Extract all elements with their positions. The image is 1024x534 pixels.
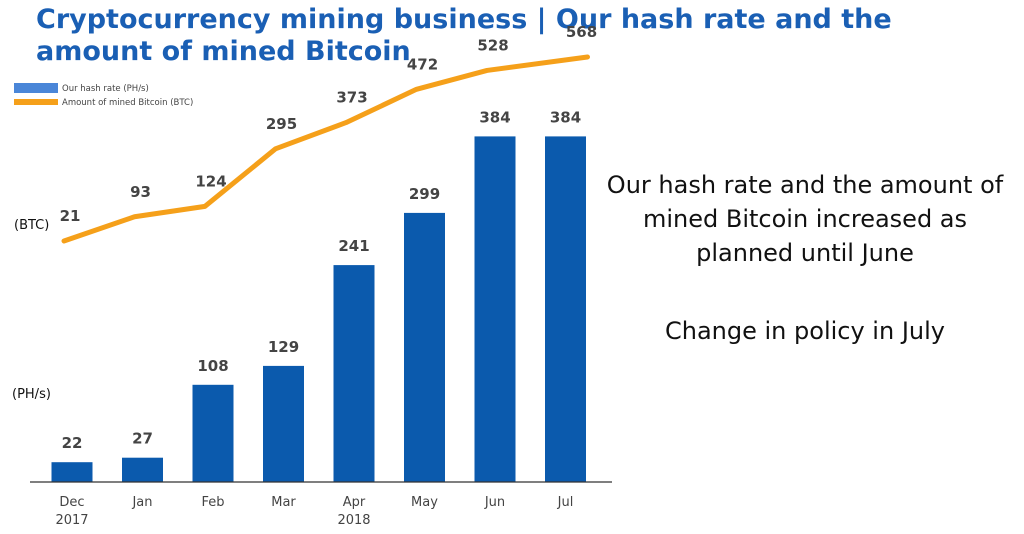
x-tick-year-label: 2018 (337, 513, 370, 528)
phs-axis-unit-label: (PH/s) (12, 387, 51, 402)
hash-rate-bar (192, 384, 234, 482)
hash-rate-data-label: 384 (479, 108, 510, 126)
x-tick-year-label: 2017 (55, 513, 88, 528)
hash-rate-data-label: 384 (550, 108, 581, 126)
hash-rate-data-label: 22 (62, 434, 83, 452)
mined-bitcoin-line (61, 54, 590, 244)
hash-rate-bar (51, 462, 93, 482)
summary-text: Our hash rate and the amount of mined Bi… (606, 171, 1004, 267)
mined-bitcoin-data-label: 373 (336, 89, 367, 107)
btc-axis-unit-label: (BTC) (14, 218, 50, 233)
hash-rate-bar (122, 457, 163, 482)
x-tick-label: Apr (343, 495, 366, 510)
mined-bitcoin-data-label: 528 (477, 36, 508, 54)
mined-bitcoin-data-label: 472 (407, 55, 438, 73)
hash-rate-data-label: 129 (268, 338, 299, 356)
mined-bitcoin-data-label: 568 (566, 23, 597, 41)
x-tick-label: Jul (557, 495, 574, 510)
x-tick-label: Jan (131, 495, 152, 510)
mined-bitcoin-data-label: 124 (195, 172, 226, 190)
policy-change-text: Change in policy in July (665, 317, 945, 345)
x-tick-label: May (411, 495, 438, 510)
x-tick-label: Mar (271, 495, 296, 510)
slide-title: Cryptocurrency mining business | Our has… (36, 4, 892, 67)
legend-bar-swatch (14, 83, 58, 93)
legend-bar-label: Our hash rate (PH/s) (62, 84, 149, 94)
hash-rate-bar (404, 212, 445, 482)
hash-rate-data-label: 108 (197, 357, 228, 375)
legend-line-label: Amount of mined Bitcoin (BTC) (62, 98, 193, 108)
combo-chart: 22 27 108 129 241 299 384 384 Dec 2017 Jan Feb Mar Ap… (14, 23, 612, 528)
x-tick-label: Dec (59, 495, 84, 510)
hash-rate-data-label: 27 (132, 430, 153, 448)
legend-line-swatch (14, 99, 58, 105)
hash-rate-bar (263, 365, 304, 482)
mined-bitcoin-data-label: 21 (60, 207, 81, 225)
mined-bitcoin-data-label: 295 (266, 115, 297, 133)
hash-rate-bar (545, 136, 586, 482)
hash-rate-data-label: 299 (409, 185, 440, 203)
hash-rate-data-label: 241 (338, 237, 369, 255)
x-tick-label: Feb (201, 495, 224, 510)
hash-rate-bar (333, 265, 375, 482)
mined-bitcoin-data-label: 93 (130, 183, 151, 201)
x-tick-label: Jun (484, 495, 505, 510)
hash-rate-bar (474, 136, 516, 482)
